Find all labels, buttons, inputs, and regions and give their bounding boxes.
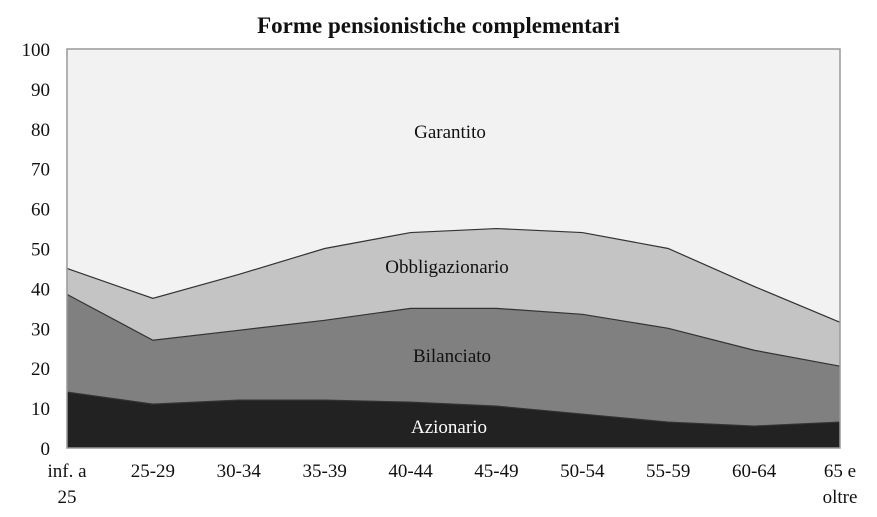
x-tick-label: 25-29 bbox=[131, 461, 175, 482]
boundary-obbligazionario bbox=[66, 227, 841, 323]
x-tick-label: 30-34 bbox=[217, 461, 262, 482]
y-tick-label: 30 bbox=[31, 319, 50, 340]
x-tick-label: 45-49 bbox=[474, 461, 518, 482]
x-tick-label: 60-64 bbox=[732, 461, 777, 482]
x-tick-label-line2: oltre bbox=[823, 487, 858, 508]
x-tick-label: 65 e bbox=[824, 461, 856, 482]
y-tick-label: 70 bbox=[31, 160, 50, 181]
area-obbligazionario bbox=[67, 228, 840, 367]
y-tick-label: 40 bbox=[31, 279, 50, 300]
y-tick-label: 90 bbox=[31, 80, 50, 101]
series-label-azionario: Azionario bbox=[411, 417, 487, 438]
y-tick-label: 60 bbox=[31, 200, 50, 221]
y-tick-label: 10 bbox=[31, 399, 50, 420]
x-tick-label: 50-54 bbox=[560, 461, 605, 482]
x-tick-label: inf. a bbox=[47, 461, 87, 482]
boundary-bilanciato bbox=[66, 293, 841, 367]
y-tick-label: 80 bbox=[31, 120, 50, 141]
y-tick-label: 100 bbox=[22, 40, 51, 61]
x-tick-label-line2: 25 bbox=[58, 487, 77, 508]
y-tick-label: 0 bbox=[41, 439, 51, 460]
area-garantito bbox=[67, 49, 840, 323]
boundary-azionario bbox=[66, 391, 841, 427]
y-tick-label: 50 bbox=[31, 240, 50, 261]
series-label-obbligazionario: Obbligazionario bbox=[385, 257, 508, 278]
x-tick-label: 40-44 bbox=[388, 461, 433, 482]
area-bilanciato bbox=[67, 294, 840, 427]
x-tick-label: 35-39 bbox=[303, 461, 347, 482]
chart-title: Forme pensionistiche complementari bbox=[257, 13, 620, 38]
series-label-garantito: Garantito bbox=[414, 122, 486, 143]
y-tick-label: 20 bbox=[31, 359, 50, 380]
series-label-bilanciato: Bilanciato bbox=[413, 346, 491, 367]
x-tick-label: 55-59 bbox=[646, 461, 690, 482]
area-azionario bbox=[67, 392, 840, 448]
plot-frame bbox=[66, 48, 841, 449]
